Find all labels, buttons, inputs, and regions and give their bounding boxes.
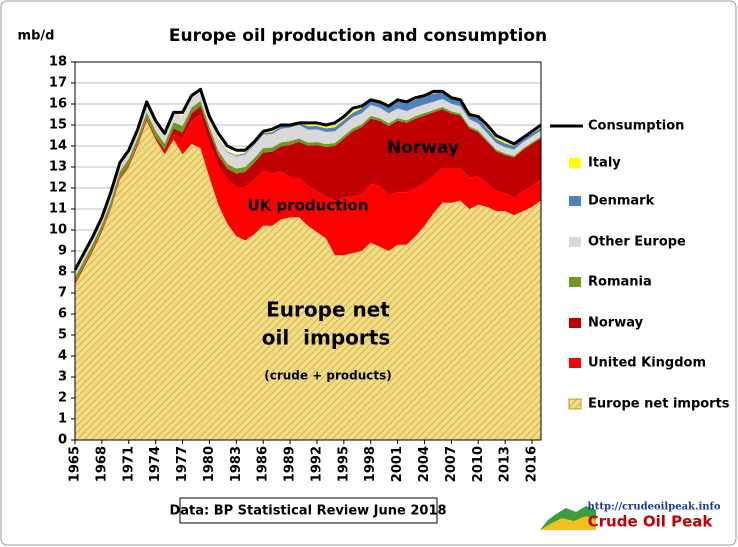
y-tick-label: 9 <box>58 244 67 259</box>
y-tick-label: 3 <box>58 370 67 385</box>
y-tick-label: 15 <box>49 118 67 133</box>
y-tick-label: 5 <box>58 328 67 343</box>
area <box>75 114 541 285</box>
source: Data: BP Statistical Review June 2018 <box>169 504 446 519</box>
chart-title: Europe oil production and consumption <box>169 26 547 46</box>
y-tick-label: 16 <box>49 97 67 112</box>
annotation: Norway <box>387 138 459 158</box>
logo-icon <box>540 516 596 530</box>
y-tick-label: 6 <box>58 307 67 322</box>
annotation: UK production <box>247 197 368 215</box>
area <box>75 89 541 270</box>
annotation: oil imports <box>262 326 390 350</box>
x-tick-label: 2013 <box>498 446 513 482</box>
x-tick-label: 1983 <box>229 446 244 482</box>
legend-label: United Kingdom <box>588 356 706 371</box>
y-tick-label: 12 <box>49 181 67 196</box>
y-tick-label: 17 <box>49 76 67 91</box>
legend-label: Other Europe <box>588 235 686 250</box>
annotation: Europe net <box>266 298 390 322</box>
legend-swatch <box>569 237 581 247</box>
legend-swatch <box>569 196 581 206</box>
y-tick-label: 14 <box>49 139 67 154</box>
x-tick-label: 1977 <box>175 446 190 482</box>
area <box>75 90 541 270</box>
x-tick-label: 2007 <box>444 446 459 482</box>
x-tick-label: 1992 <box>309 446 324 482</box>
y-tick-label: 2 <box>58 391 67 406</box>
x-tick-label: 1971 <box>121 446 136 482</box>
logo-name: Crude Oil Peak <box>588 513 714 531</box>
consumption-line <box>73 87 542 271</box>
y-tick-label: 13 <box>49 160 67 175</box>
plot-border <box>74 61 542 441</box>
legend-swatch <box>569 318 581 328</box>
logo: http://crudeoilpeak.info Crude Oil Peak <box>540 502 721 531</box>
area <box>75 106 541 283</box>
y-tick-label: 1 <box>58 412 67 427</box>
x-tick-label: 1995 <box>336 446 351 482</box>
x-tick-label: 2010 <box>471 446 486 482</box>
x-tick-label: 1974 <box>148 446 163 482</box>
legend-label: Denmark <box>588 194 655 209</box>
x-tick-label: 1968 <box>94 446 109 482</box>
legend-swatch <box>568 398 582 410</box>
y-tick-label: 0 <box>58 433 67 448</box>
x-tick-label: 1986 <box>256 446 271 482</box>
y-axis-label: mb/d <box>18 29 55 44</box>
x-tick-label: 2001 <box>390 446 405 482</box>
y-tick-label: 4 <box>58 349 67 364</box>
x-tick-label: 1989 <box>283 446 298 482</box>
legend-swatch <box>569 158 581 168</box>
y-tick-label: 7 <box>58 286 67 301</box>
legend-label: Italy <box>588 156 621 171</box>
legend-swatch <box>569 277 581 287</box>
x-tick-label: 1965 <box>68 446 83 482</box>
legend-swatch <box>569 358 581 368</box>
y-tick-label: 10 <box>49 223 67 238</box>
area <box>75 120 541 441</box>
x-tick-label: 1980 <box>202 446 217 482</box>
legend-label: Consumption <box>588 119 684 134</box>
legend-label: Norway <box>588 316 644 331</box>
annotation: (crude + products) <box>264 369 392 383</box>
x-tick-label: 2016 <box>525 446 540 482</box>
legend-label: Europe net imports <box>588 397 730 412</box>
logo-url: http://crudeoilpeak.info <box>587 502 720 513</box>
x-tick-label: 1998 <box>363 446 378 482</box>
x-tick-label: 2004 <box>417 446 432 482</box>
y-tick-label: 11 <box>49 202 67 217</box>
y-tick-label: 8 <box>58 265 67 280</box>
source-box <box>179 497 438 524</box>
legend-label: Romania <box>588 275 652 290</box>
y-tick-label: 18 <box>49 55 67 70</box>
